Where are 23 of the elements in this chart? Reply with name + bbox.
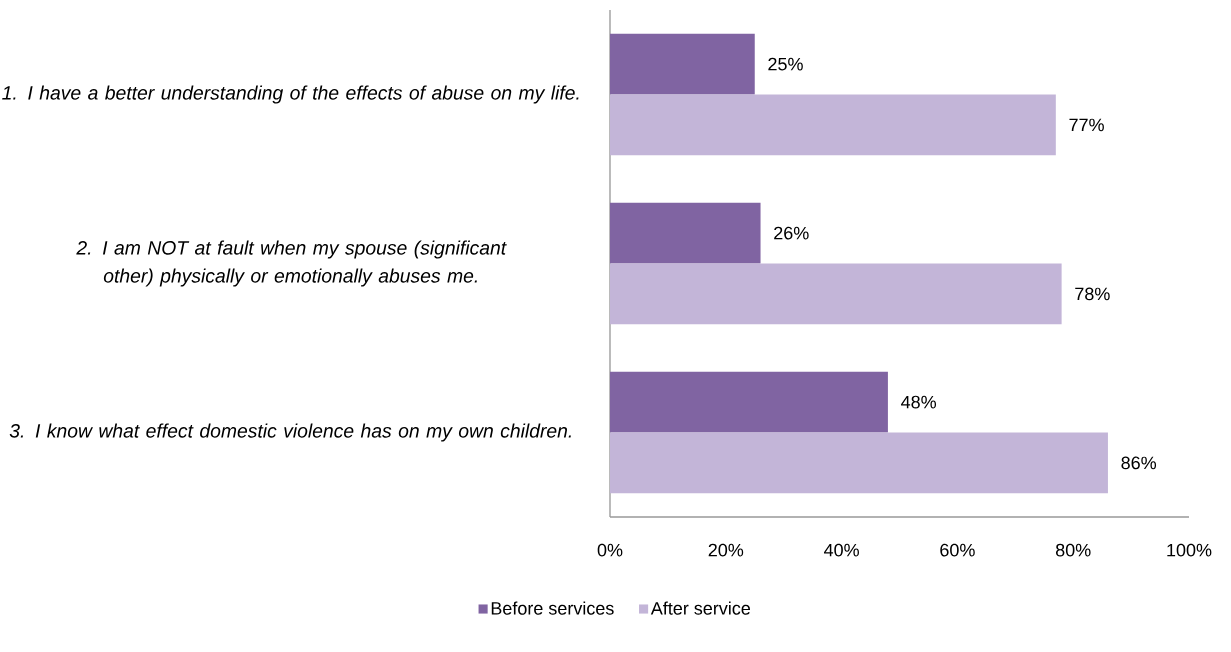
data-label: 25% (768, 57, 803, 71)
bar (610, 371, 888, 433)
bar (610, 94, 1056, 156)
x-tick-label: 60% (940, 543, 975, 557)
bar (610, 33, 755, 95)
data-label: 77% (1069, 118, 1104, 132)
bar (610, 263, 1062, 325)
x-tick-label: 20% (708, 543, 744, 557)
bar (610, 432, 1108, 494)
data-label: 48% (901, 395, 937, 409)
data-label: 78% (1075, 287, 1110, 301)
y-tick-label: 3. I know what effect domestic violence has on my own children. (9, 423, 571, 442)
x-tick-label: 80% (1055, 543, 1091, 557)
y-tick-label: 2. I am NOT at fault when my spouse (significant other) physically or emotionally abuses me. (76, 240, 507, 287)
data-label: 86% (1121, 456, 1157, 470)
bar (610, 202, 761, 264)
legend-label: After service (650, 601, 751, 615)
x-tick-label: 0% (597, 543, 623, 557)
x-tick-label: 40% (824, 543, 859, 557)
y-tick-label: 1. I have a better understanding of the effects of abuse on my life. (2, 85, 579, 104)
data-label: 26% (774, 226, 809, 240)
x-tick-label: 100% (1167, 543, 1212, 557)
legend-label: Before services (491, 601, 614, 615)
